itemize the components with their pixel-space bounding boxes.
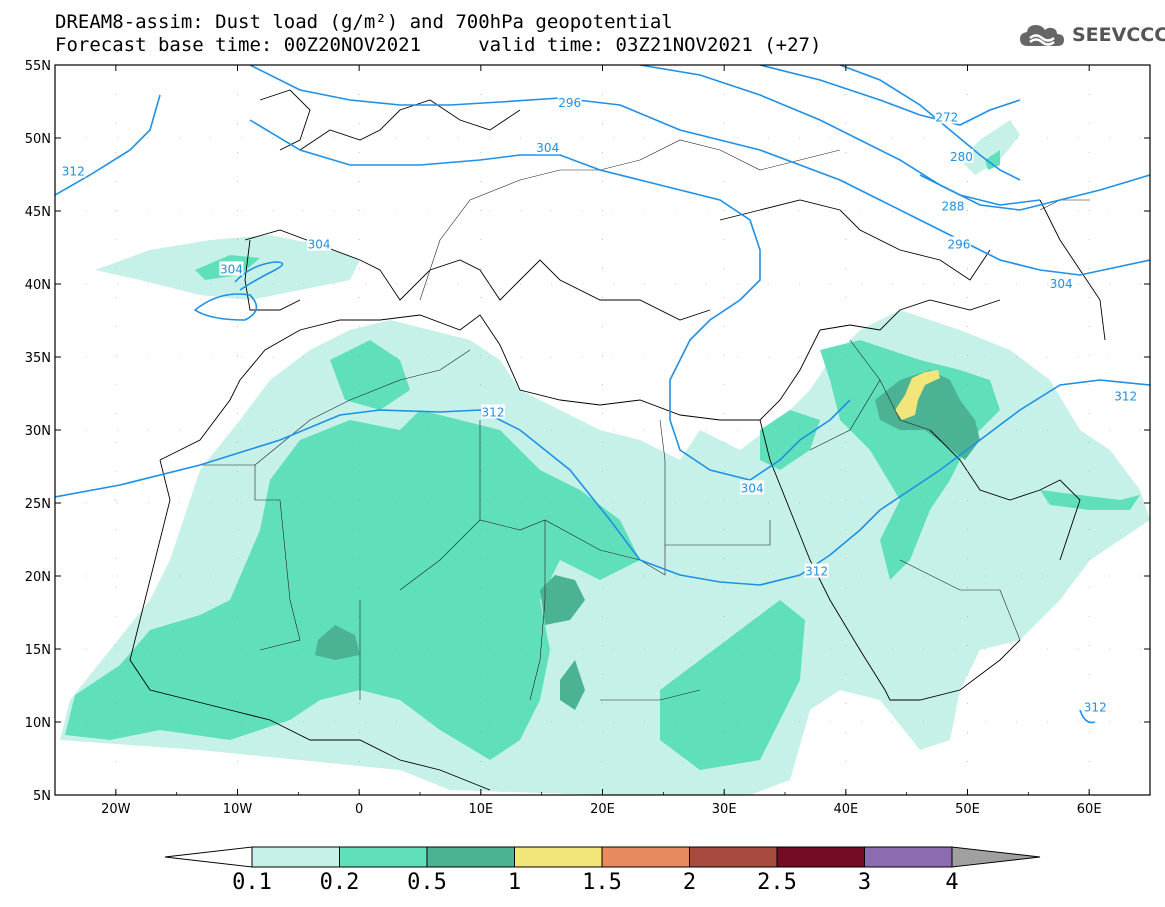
geopotential-contours bbox=[55, 65, 1150, 724]
contour-labels: 312 296 304 304 304 272 280 288 296 304 312 304 312 3… bbox=[61, 94, 1138, 714]
colorbar-label: 2.5 bbox=[757, 870, 797, 895]
contour-label: 312 bbox=[805, 565, 828, 579]
latitude-labels: 55N 50N 45N 40N 35N 30N 25N 20N 15N 10N 5N bbox=[25, 59, 51, 804]
contour-label: 304 bbox=[1050, 277, 1073, 291]
dust-level-0.5 bbox=[315, 370, 980, 710]
contour-label: 304 bbox=[741, 481, 764, 495]
contour-label: 272 bbox=[935, 111, 958, 125]
colorbar-segment bbox=[251, 846, 340, 868]
colorbar-label: 1 bbox=[508, 870, 521, 895]
lat-label: 55N bbox=[25, 59, 51, 74]
colorbar-segment bbox=[776, 846, 865, 868]
lat-label: 30N bbox=[25, 424, 51, 439]
contour-label: 312 bbox=[482, 405, 505, 419]
lat-label: 10N bbox=[25, 716, 51, 731]
axis-ticks bbox=[54, 64, 1151, 796]
contour-label: 288 bbox=[941, 200, 964, 214]
contour-label-bg bbox=[1049, 276, 1074, 290]
contour-label-bg bbox=[740, 480, 765, 495]
contour-label: 304 bbox=[308, 238, 331, 252]
lon-label: 30E bbox=[712, 802, 737, 817]
contour-label: 312 bbox=[62, 165, 85, 179]
colorbar-low-triangle bbox=[164, 846, 253, 868]
seevccc-logo: SEEVCCC bbox=[1018, 22, 1165, 48]
contour-label-bg bbox=[307, 236, 332, 251]
chart-title-line1: DREAM8-assim: Dust load (g/m²) and 700hP… bbox=[55, 11, 673, 33]
lat-label: 50N bbox=[25, 132, 51, 147]
contour-label: 312 bbox=[1114, 389, 1137, 403]
contour-label-bg bbox=[1083, 699, 1108, 714]
dust-level-0.2 bbox=[65, 150, 1140, 770]
lon-label: 20E bbox=[590, 802, 615, 817]
contour-label: 296 bbox=[948, 238, 971, 252]
colorbar: 0.1 0.2 0.5 1 1.5 2 2.5 3 4 bbox=[164, 846, 1041, 895]
contour-label-bg bbox=[535, 140, 560, 155]
colorbar-label: 0.2 bbox=[320, 870, 360, 895]
colorbar-segment bbox=[864, 846, 953, 868]
lon-label: 50E bbox=[955, 802, 980, 817]
colorbar-label: 0.1 bbox=[232, 870, 272, 895]
colorbar-label: 0.5 bbox=[407, 870, 447, 895]
contour-label-bg bbox=[940, 198, 965, 213]
colorbar-segment bbox=[601, 846, 690, 868]
colorbar-segment bbox=[514, 846, 603, 868]
lat-label: 5N bbox=[33, 789, 51, 804]
lon-label: 20W bbox=[101, 802, 131, 817]
lon-label: 10E bbox=[468, 802, 493, 817]
contour-label: 304 bbox=[536, 141, 559, 155]
country-borders bbox=[200, 139, 1090, 701]
colorbar-label: 1.5 bbox=[582, 870, 622, 895]
contour-label-bg bbox=[934, 109, 959, 124]
logo-text: SEEVCCC bbox=[1072, 24, 1165, 46]
lon-label: 0 bbox=[355, 802, 363, 817]
colorbar-segment bbox=[426, 846, 515, 868]
longitude-labels: 20W 10W 0 10E 20E 30E 40E 50E 60E bbox=[101, 802, 1101, 817]
colorbar-label: 3 bbox=[858, 870, 871, 895]
colorbar-high-triangle bbox=[951, 846, 1041, 868]
colorbar-segment bbox=[689, 846, 778, 868]
contour-label-bg bbox=[219, 261, 244, 276]
lon-label: 60E bbox=[1077, 802, 1102, 817]
coastlines bbox=[129, 89, 1106, 791]
lon-label: 40E bbox=[833, 802, 858, 817]
cloud-icon bbox=[1020, 25, 1064, 46]
contour-label-bg bbox=[1113, 388, 1138, 403]
contour-label-bg bbox=[61, 163, 86, 178]
colorbar-segment bbox=[339, 846, 428, 868]
lat-label: 20N bbox=[25, 570, 51, 585]
contour-label-bg bbox=[946, 236, 971, 251]
contour-label-bg bbox=[557, 94, 582, 109]
contour-label: 312 bbox=[1084, 700, 1107, 714]
dust-field bbox=[60, 120, 1150, 795]
dust-level-1 bbox=[895, 370, 940, 420]
contour-label-bg bbox=[804, 563, 829, 578]
contour-label: 304 bbox=[220, 262, 243, 276]
lat-label: 25N bbox=[25, 497, 51, 512]
lat-label: 35N bbox=[25, 351, 51, 366]
contour-label: 280 bbox=[950, 150, 973, 164]
chart-title-line2: Forecast base time: 00Z20NOV2021 valid t… bbox=[55, 34, 822, 56]
lon-label: 10W bbox=[223, 802, 253, 817]
lat-label: 45N bbox=[25, 205, 51, 220]
colorbar-label: 2 bbox=[683, 870, 696, 895]
contour-label-bg bbox=[481, 404, 505, 419]
contour-label: 296 bbox=[558, 96, 581, 110]
lat-label: 15N bbox=[25, 643, 51, 658]
lat-label: 40N bbox=[25, 278, 51, 293]
colorbar-label: 4 bbox=[945, 870, 958, 895]
